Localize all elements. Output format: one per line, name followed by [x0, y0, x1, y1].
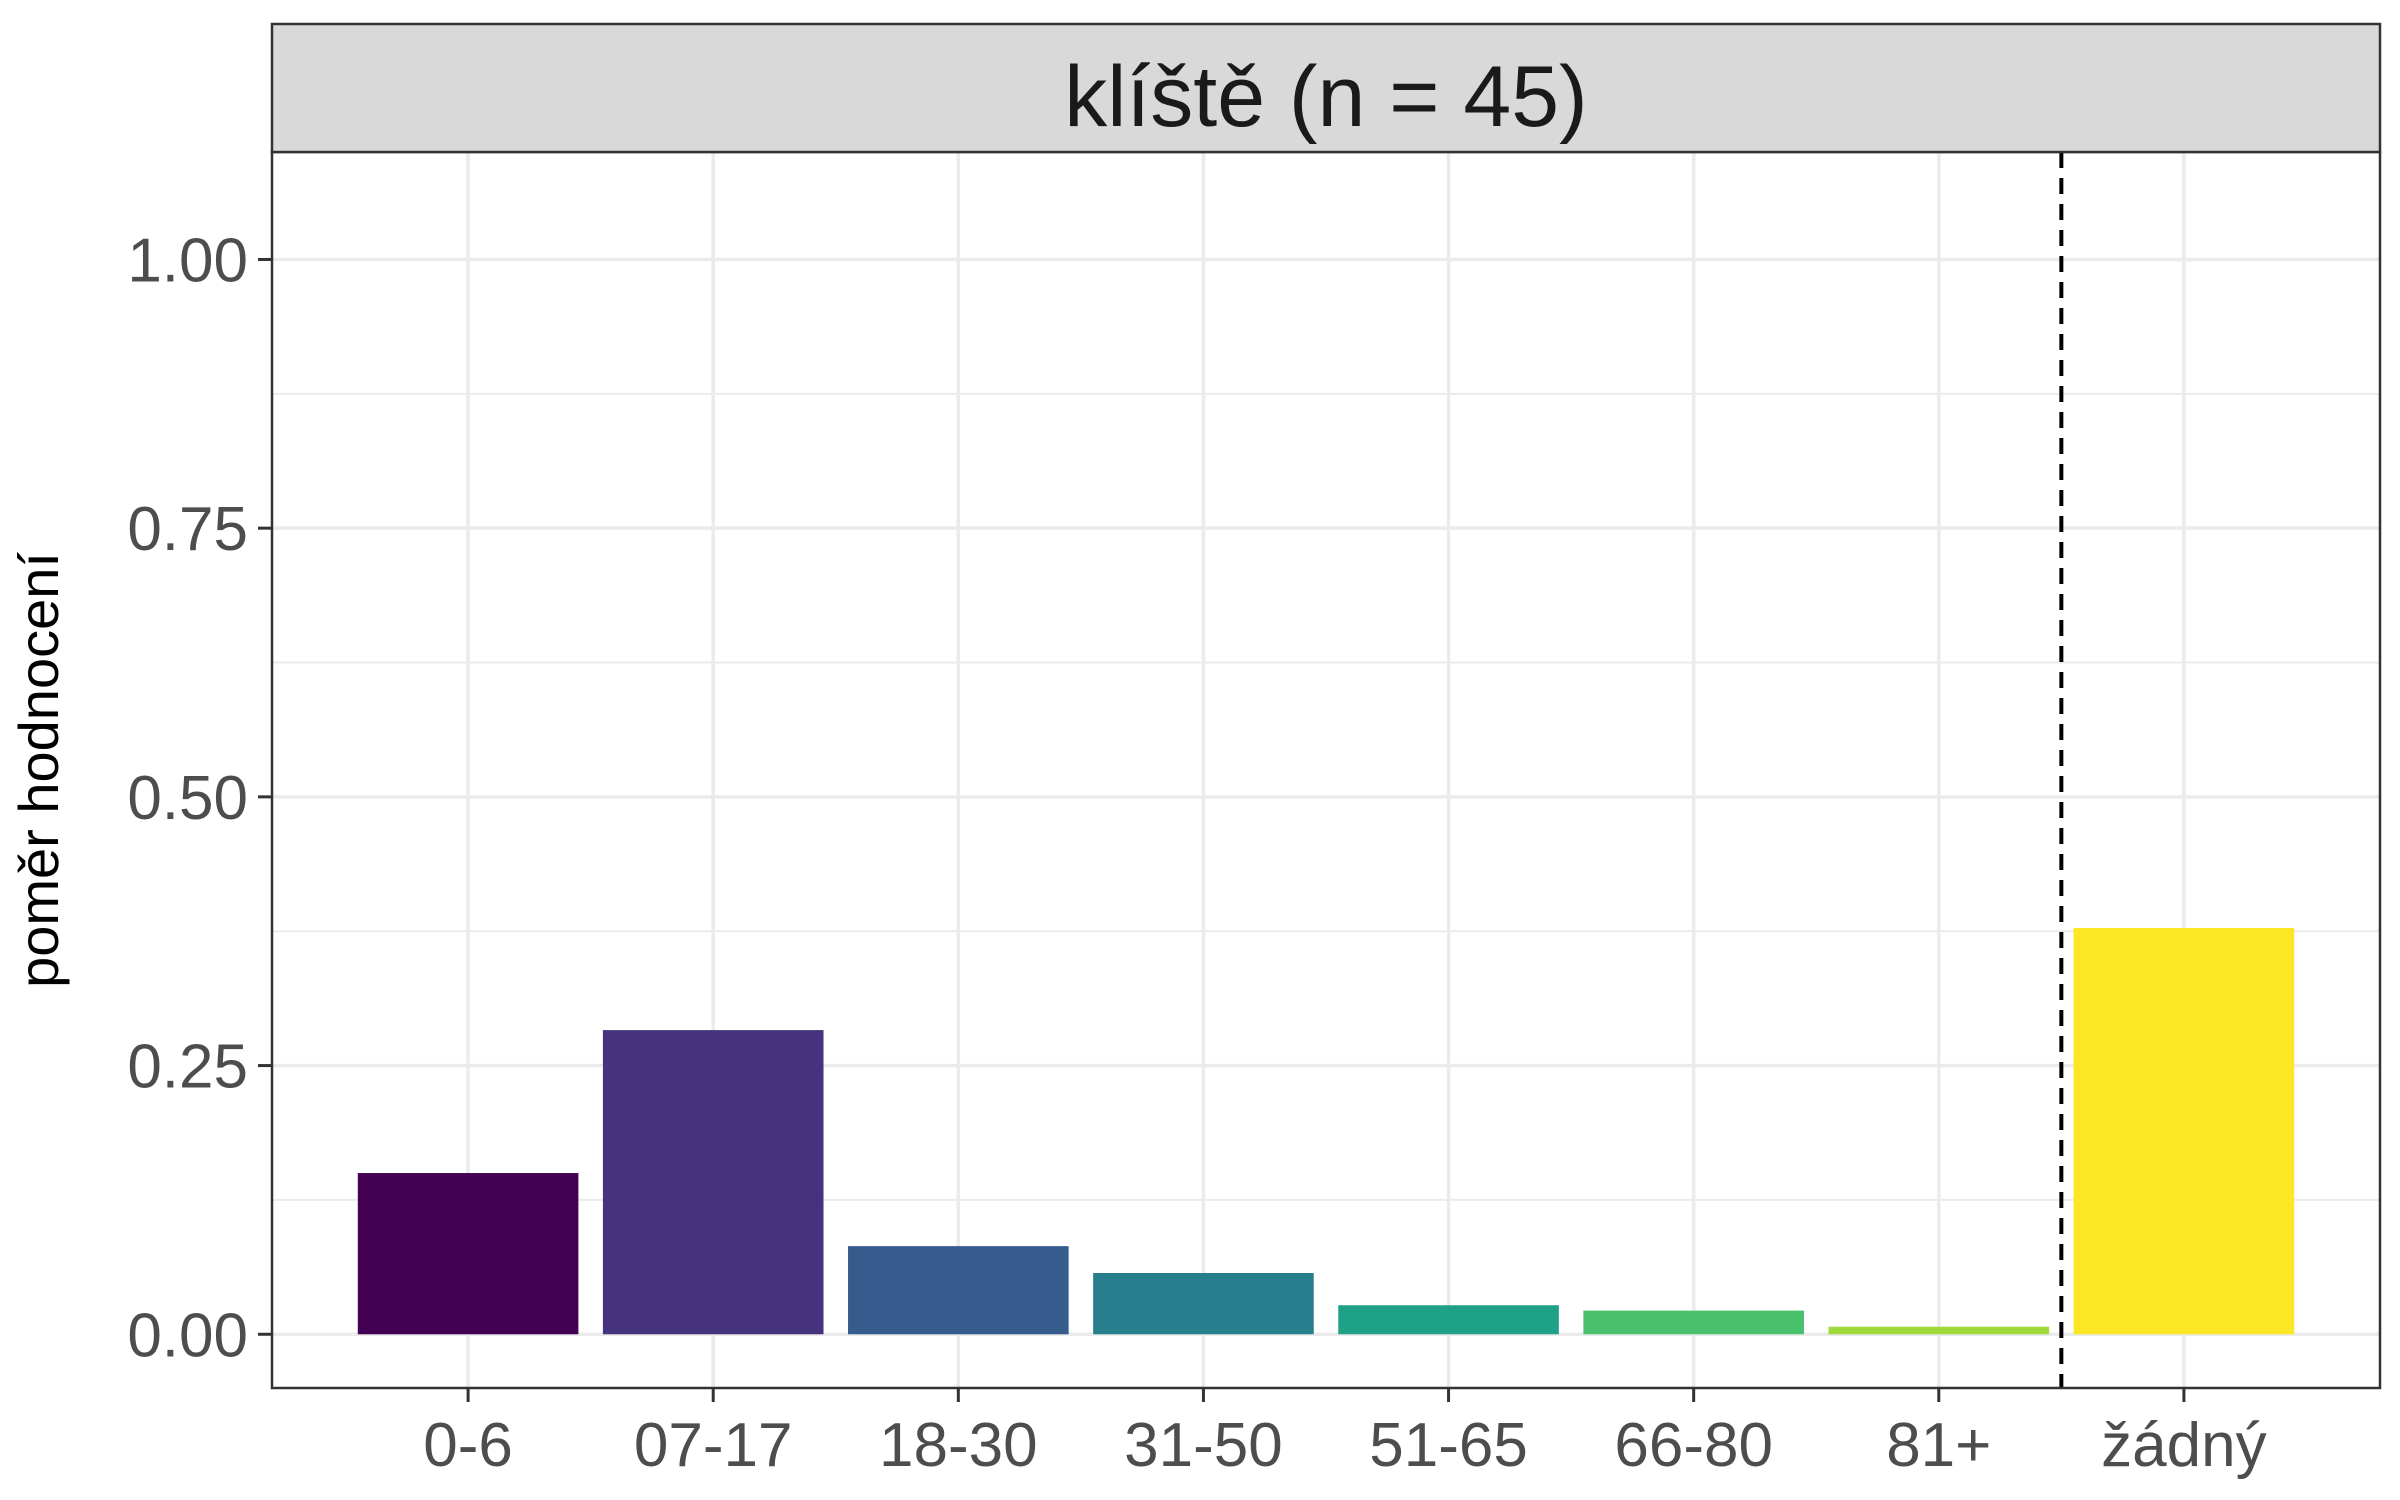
bar-7 — [2073, 927, 2295, 1335]
bar-1 — [602, 1030, 824, 1335]
x-tick-label: 18-30 — [879, 1411, 1038, 1480]
x-tick-label: 81+ — [1886, 1411, 1991, 1480]
bar-4 — [1338, 1305, 1559, 1335]
y-tick-label: 0.00 — [127, 1301, 248, 1370]
plot-background — [272, 152, 2380, 1388]
strip-background — [270, 22, 2382, 154]
chart-title: klíště (n = 45) — [1064, 49, 1587, 145]
x-tick-label: 07-17 — [634, 1411, 793, 1480]
x-tick-label: 0-6 — [423, 1411, 513, 1480]
bar-2 — [848, 1246, 1069, 1335]
y-tick-label: 0.75 — [127, 495, 248, 564]
x-axis: 0-6 07-17 18-30 31-50 51-65 66-80 81+ žádný — [423, 1388, 2267, 1480]
x-tick-label: 51-65 — [1369, 1411, 1528, 1480]
x-tick-label: 66-80 — [1614, 1411, 1773, 1480]
y-axis-title: poměr hodnocení — [7, 552, 70, 988]
y-tick-label: 0.50 — [127, 764, 248, 833]
y-tick-label: 0.25 — [127, 1033, 248, 1102]
x-tick-label: žádný — [2101, 1411, 2266, 1480]
y-tick-label: 1.00 — [127, 226, 248, 295]
bar-5 — [1583, 1310, 1804, 1335]
x-tick-label: 31-50 — [1124, 1411, 1283, 1480]
y-axis: 0.00 0.25 0.50 0.75 1.00 — [127, 226, 272, 1370]
bar-0 — [357, 1173, 579, 1335]
bar-3 — [1093, 1272, 1314, 1335]
bar-6 — [1828, 1326, 2050, 1335]
bars — [357, 927, 2295, 1335]
